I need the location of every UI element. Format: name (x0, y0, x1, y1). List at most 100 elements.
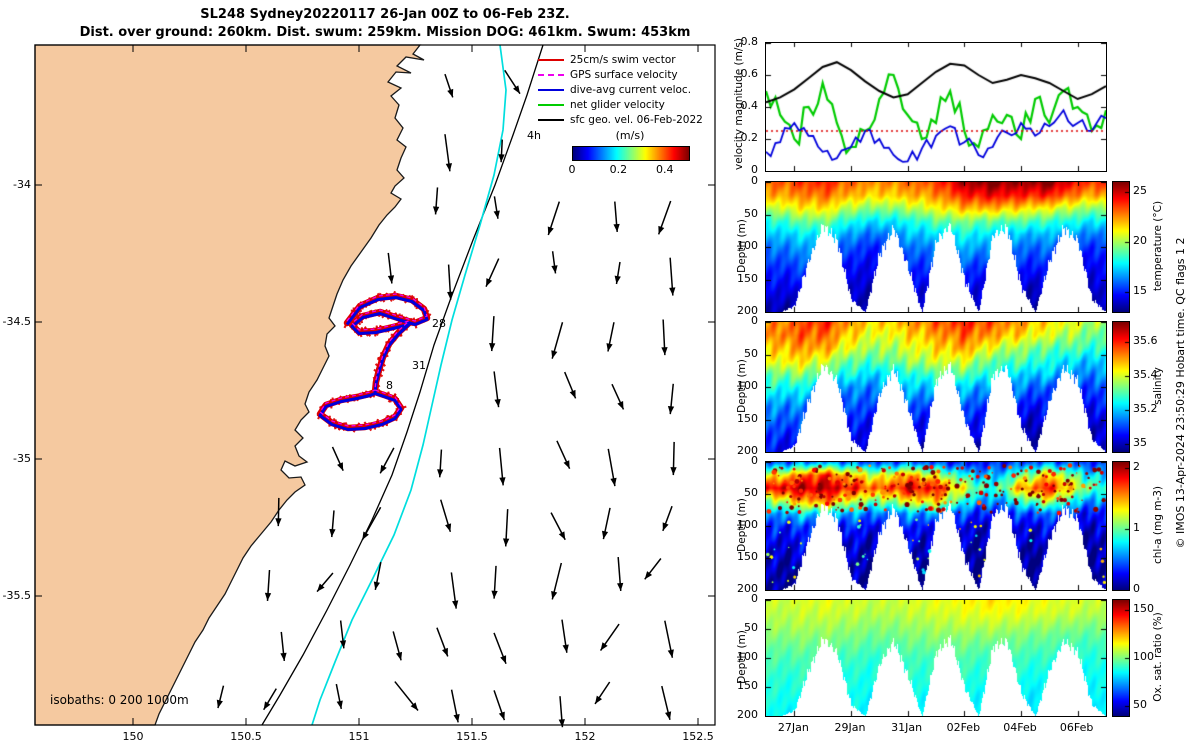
current-vector-arrowhead (665, 711, 672, 720)
copyright-note: © IMOS 13-Apr-2024 23:50:29 Hobart time.… (1174, 237, 1187, 549)
current-vector-arrowhead (264, 592, 272, 601)
legend-item: net glider velocity (538, 97, 723, 112)
legend-item: 25cm/s swim vector (538, 52, 723, 67)
current-vector-arrowhead (329, 528, 336, 538)
velocity-ylabel: velocity magnitude (m/s) (733, 38, 745, 170)
current-vector-arrowhead (658, 225, 665, 235)
current-vector-arrowhead (614, 275, 621, 284)
current-vector-arrowhead (432, 206, 440, 215)
map-annotation: 28 (432, 317, 446, 330)
legend-line-sample (538, 88, 564, 91)
title-line-2: Dist. over ground: 260km. Dist. swum: 25… (79, 25, 691, 40)
current-vector-arrowhead (569, 389, 576, 399)
isobaths-note: isobaths: 0 200 1000m (50, 693, 189, 707)
current-vector-arrowhead (263, 701, 271, 710)
oxygen-colorbar-label: Ox. sat. ratio (%) (1152, 612, 1164, 702)
map-legend: 25cm/s swim vector GPS surface velocity di… (538, 52, 723, 127)
legend-item: sfc geo. vel. 06-Feb-2022 (538, 112, 723, 127)
chla-section-panel (765, 461, 1107, 591)
current-vector-arrowhead (447, 291, 454, 300)
oxygen-colorbar (1112, 599, 1130, 717)
current-vector-arrowhead (380, 464, 387, 474)
legend-line-sample (538, 58, 564, 61)
current-vector-arrowhead (317, 583, 325, 592)
current-vector-arrowhead (513, 85, 520, 94)
legend-item-label: net glider velocity (570, 98, 665, 111)
legend-colorbar (572, 146, 690, 161)
current-vector-arrowhead (491, 590, 498, 599)
current-vector-arrowhead (617, 582, 624, 591)
temperature-section-panel (765, 181, 1107, 313)
current-vector-arrowhead (661, 347, 668, 356)
map-annotation: 4h (527, 129, 541, 142)
chla-depth-label: Depth (m) (736, 498, 748, 552)
current-vector-arrowhead (395, 651, 403, 661)
legend-line-sample (538, 118, 564, 121)
current-vector-arrowhead (494, 398, 501, 408)
current-vector-arrowhead (336, 700, 343, 709)
current-vector-arrowhead (562, 644, 569, 653)
current-vector-arrowhead (613, 223, 620, 232)
current-vector-arrowhead (669, 287, 676, 296)
current-vector-arrowhead (493, 210, 500, 219)
current-vector-arrowhead (610, 477, 617, 487)
title-line-1: SL248 Sydney20220117 26-Jan 00Z to 06-Fe… (200, 7, 570, 22)
current-vector-arrowhead (442, 647, 448, 657)
chla-colorbar (1112, 461, 1130, 591)
map-frame (34, 44, 716, 726)
salinity-colorbar (1112, 321, 1130, 453)
current-vector-arrowhead (216, 699, 223, 709)
current-vector-arrowhead (662, 522, 669, 531)
current-vector-arrowhead (601, 530, 609, 540)
current-vector-arrowhead (337, 462, 344, 471)
temperature-colorbar-label: temperature (°C) (1152, 200, 1164, 292)
current-vector-arrowhead (280, 652, 287, 661)
current-vector-arrowhead (600, 642, 608, 651)
current-vector-arrowhead (489, 343, 496, 352)
figure-title: SL248 Sydney20220117 26-Jan 00Z to 06-Fe… (40, 6, 730, 42)
current-vector-arrowhead (595, 695, 603, 704)
current-vector-arrowhead (502, 538, 510, 547)
current-vector-arrowhead (452, 600, 459, 609)
current-vector-arrowhead (500, 655, 507, 664)
current-vector-arrowhead (551, 350, 558, 359)
current-vector-arrowhead (387, 275, 395, 284)
current-vector-arrowhead (486, 278, 493, 287)
current-vector-arrowhead (362, 531, 369, 540)
current-vector-arrowhead (617, 400, 624, 410)
land-area (34, 44, 425, 726)
current-vector-arrowhead (606, 343, 613, 352)
legend-units-label: (m/s) (615, 129, 645, 142)
legend-item: dive-avg current veloc. (538, 82, 723, 97)
glider-track-gps (319, 293, 428, 427)
current-vector-arrowhead (547, 226, 554, 236)
current-vector-arrowhead (499, 477, 506, 486)
current-vector-arrowhead (445, 163, 452, 172)
current-vector-arrowhead (558, 531, 566, 540)
current-vector-arrowhead (373, 581, 380, 590)
current-vector-arrowhead (453, 713, 460, 723)
legend-item-label: dive-avg current veloc. (570, 83, 692, 96)
current-vector-arrowhead (563, 460, 570, 469)
oxygen-depth-label: Depth (m) (736, 630, 748, 684)
map-annotation: 8 (386, 379, 393, 392)
chla-colorbar-label: chl-a (mg m-3) (1152, 485, 1164, 565)
isobath-1000m (311, 44, 507, 726)
legend-item-label: sfc geo. vel. 06-Feb-2022 (570, 113, 703, 126)
temperature-colorbar (1112, 181, 1130, 313)
current-vector-arrowhead (498, 711, 505, 721)
map-annotation: 31 (412, 359, 426, 372)
current-vector-arrowhead (445, 523, 452, 532)
current-vector-arrowhead (437, 469, 444, 478)
oxygen-section-panel (765, 599, 1107, 717)
legend-item-label: 25cm/s swim vector (570, 53, 676, 66)
current-vector-arrowhead (644, 571, 653, 580)
current-vector-arrowhead (558, 719, 565, 728)
current-vector-arrowhead (410, 702, 419, 711)
salinity-depth-label: Depth (m) (736, 359, 748, 413)
current-vector-arrowhead (498, 154, 505, 163)
salinity-section-panel (765, 321, 1107, 453)
temperature-depth-label: Depth (m) (736, 219, 748, 273)
